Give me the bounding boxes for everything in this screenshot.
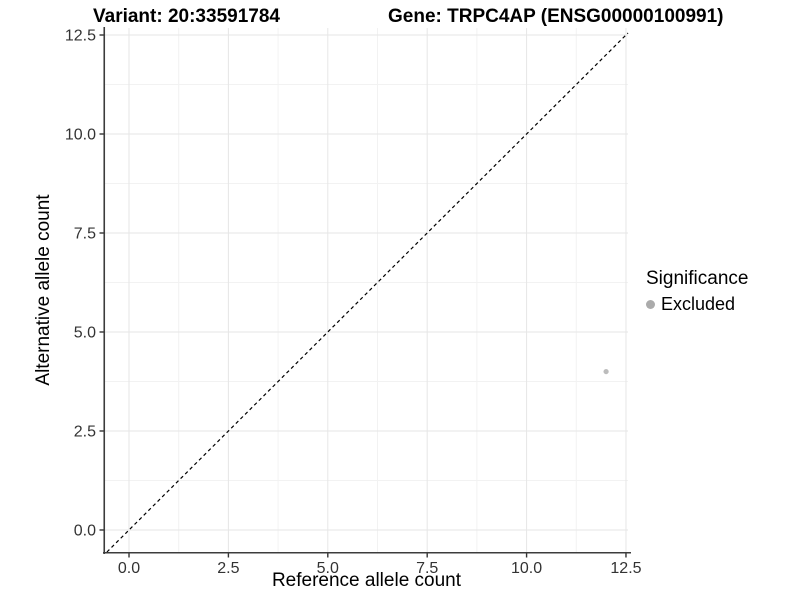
plot-title-variant: Variant: 20:33591784 — [93, 6, 280, 27]
y-tick-label: 0.0 — [74, 523, 96, 540]
x-tick-label: 10.0 — [511, 560, 542, 577]
y-tick-label: 12.5 — [65, 28, 96, 45]
x-axis-title: Reference allele count — [271, 570, 462, 591]
x-tick-label: 7.5 — [416, 560, 438, 577]
x-tick-label: 0.0 — [118, 560, 140, 577]
data-point — [603, 368, 609, 375]
legend-item-label: Excluded — [661, 294, 736, 314]
legend-title: Significance — [646, 268, 749, 289]
plot-panel: 0.0 2.5 5.0 7.5 10.0 12.5 0.0 2.5 5.0 7.5 10.0 12.5 — [65, 27, 642, 577]
y-tick-label: 5.0 — [74, 325, 96, 342]
x-tick-label: 2.5 — [217, 560, 239, 577]
x-tick-label: 5.0 — [317, 560, 339, 577]
y-axis-title: Alternative allele count — [33, 194, 54, 386]
legend-dot-icon — [646, 300, 655, 309]
y-tick-label: 2.5 — [74, 424, 96, 441]
x-tick-label: 12.5 — [610, 560, 641, 577]
y-tick-label: 10.0 — [65, 127, 96, 144]
y-tick-label: 7.5 — [74, 226, 96, 243]
legend-item-excluded: Excluded — [646, 294, 748, 315]
legend: Significance Excluded — [646, 268, 748, 315]
identity-line — [106, 32, 629, 553]
plot-title-gene: Gene: TRPC4AP (ENSG00000100991) — [388, 6, 724, 27]
